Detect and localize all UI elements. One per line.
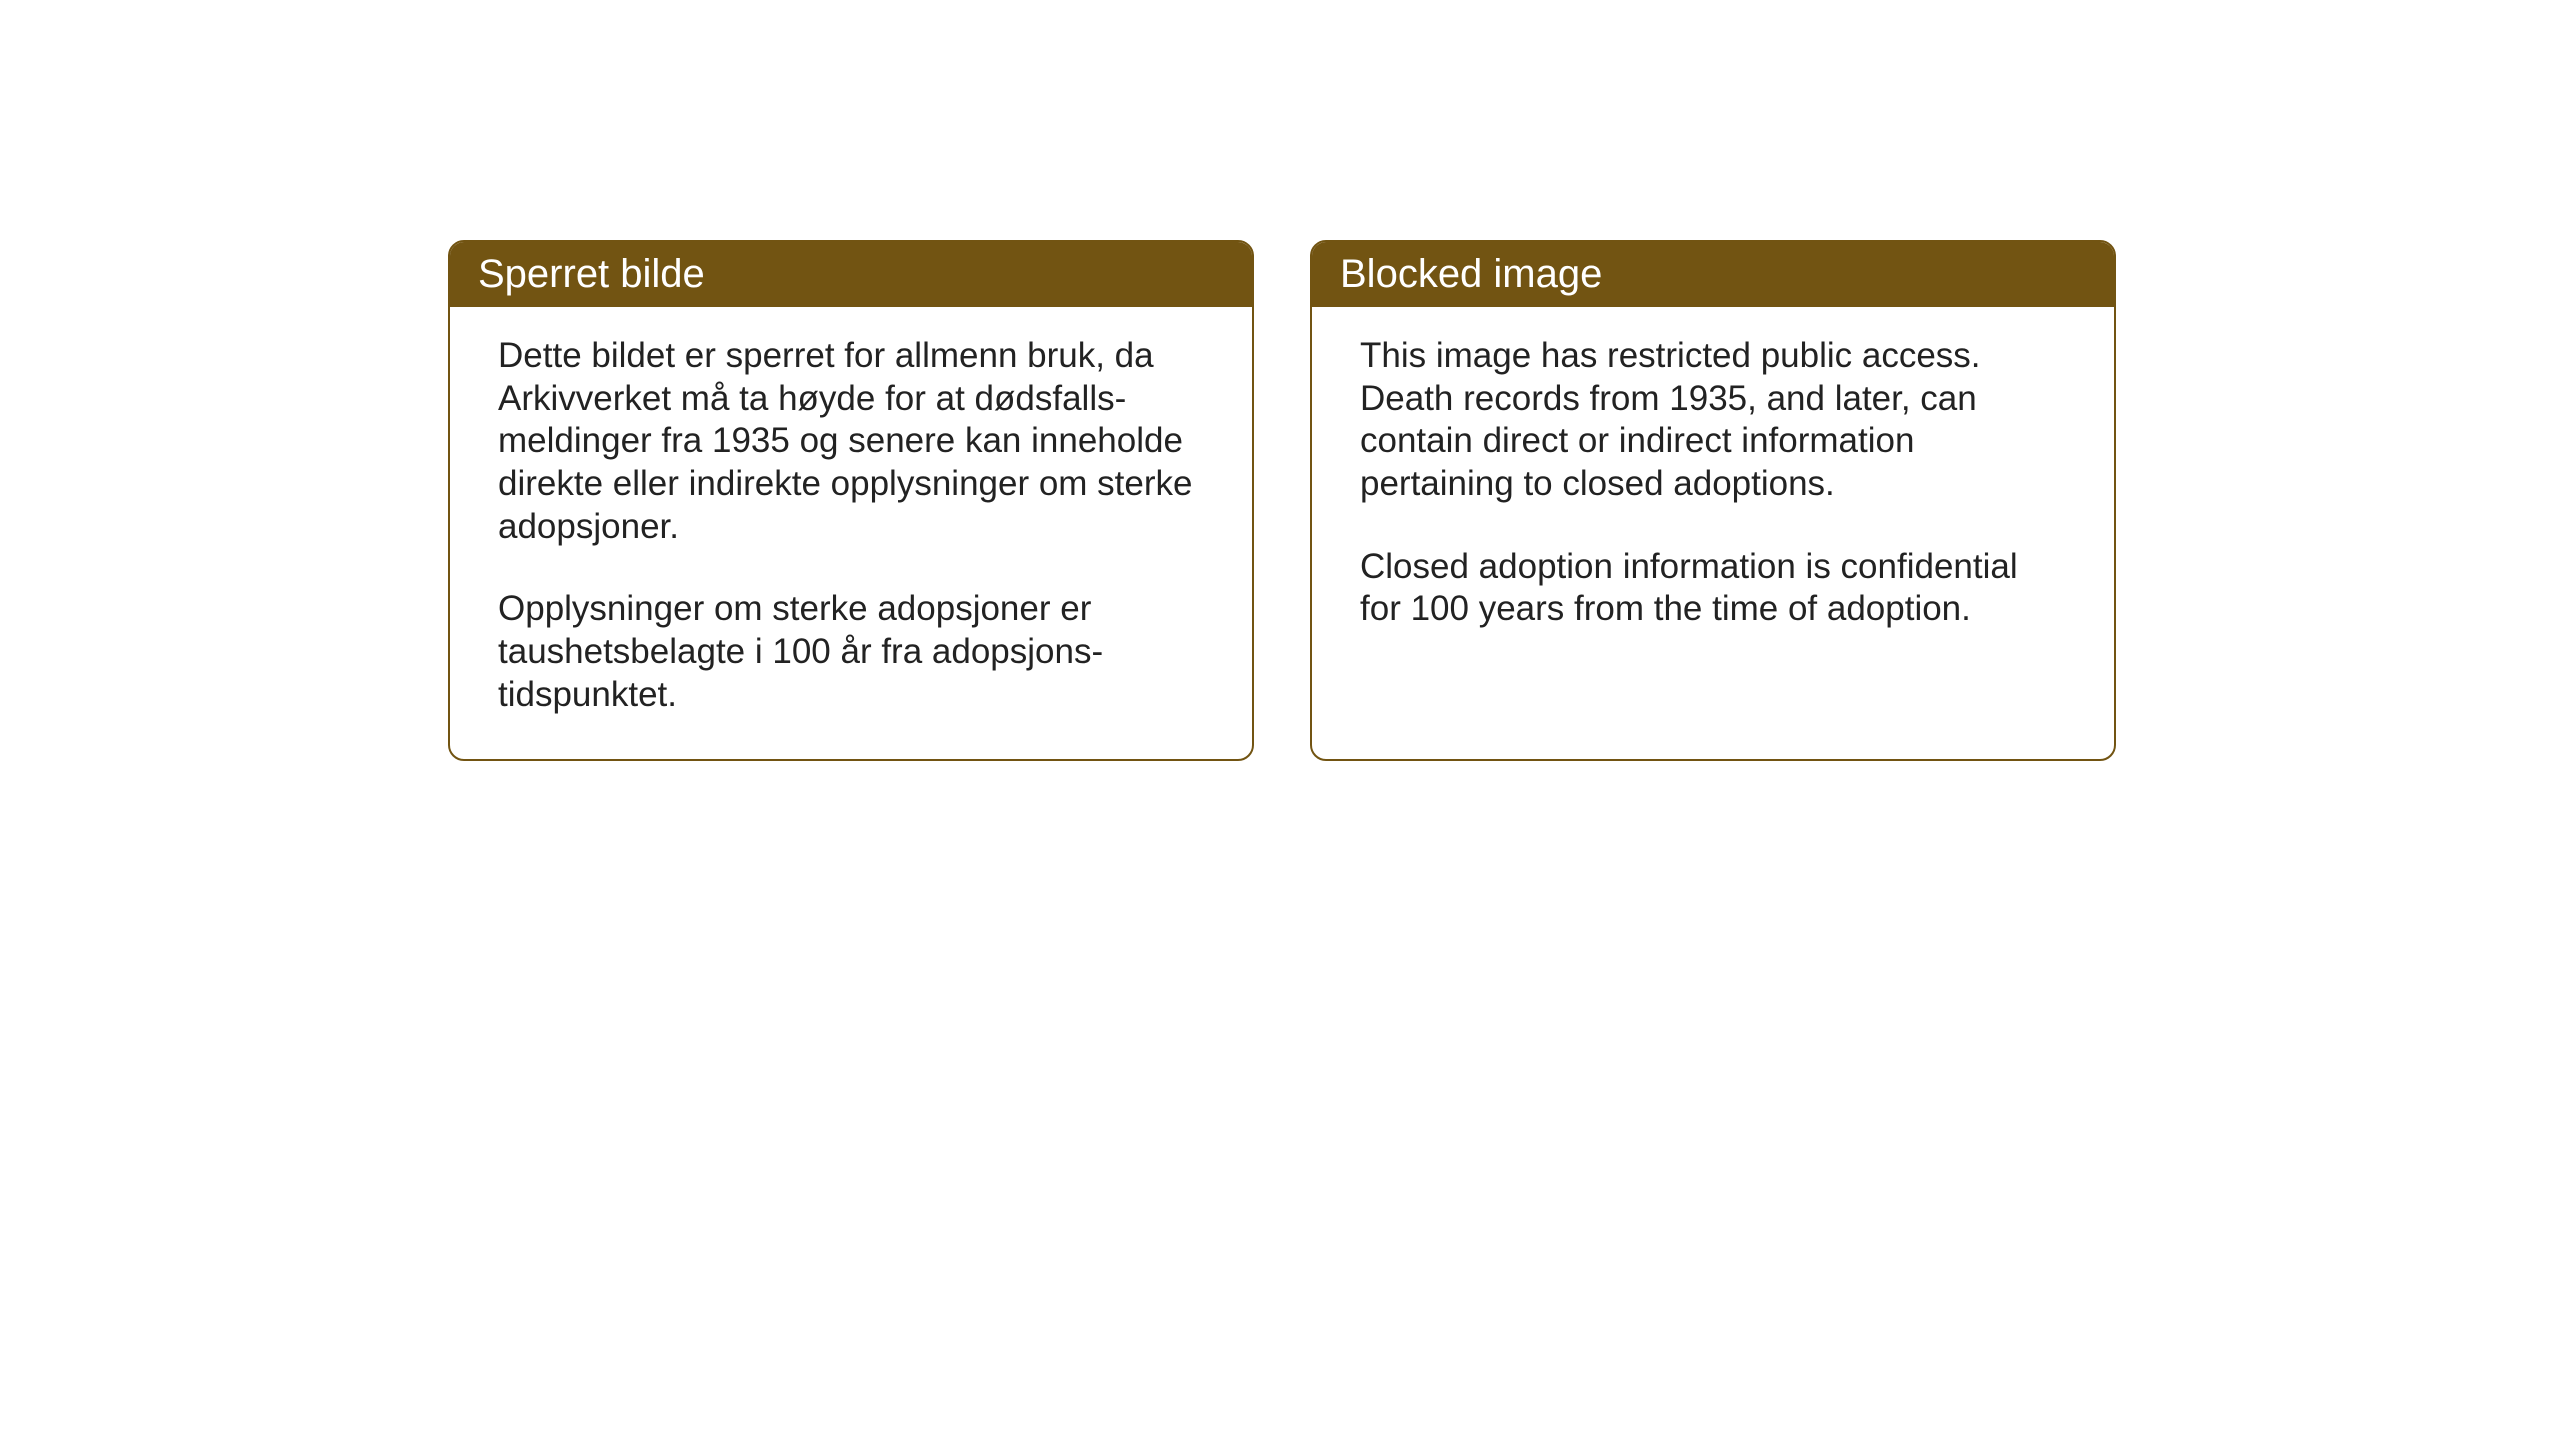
notice-body-english: This image has restricted public access.… [1312, 307, 2114, 673]
notice-paragraph-2-norwegian: Opplysninger om sterke adopsjoner er tau… [498, 588, 1204, 716]
notice-box-norwegian: Sperret bilde Dette bildet er sperret fo… [448, 240, 1254, 761]
notice-container: Sperret bilde Dette bildet er sperret fo… [448, 240, 2116, 761]
notice-header-norwegian: Sperret bilde [450, 242, 1252, 307]
notice-paragraph-1-norwegian: Dette bildet er sperret for allmenn bruk… [498, 335, 1204, 548]
notice-box-english: Blocked image This image has restricted … [1310, 240, 2116, 761]
notice-title-norwegian: Sperret bilde [478, 252, 705, 296]
notice-paragraph-1-english: This image has restricted public access.… [1360, 335, 2066, 506]
notice-title-english: Blocked image [1340, 252, 1602, 296]
notice-header-english: Blocked image [1312, 242, 2114, 307]
notice-body-norwegian: Dette bildet er sperret for allmenn bruk… [450, 307, 1252, 759]
notice-paragraph-2-english: Closed adoption information is confident… [1360, 546, 2066, 631]
